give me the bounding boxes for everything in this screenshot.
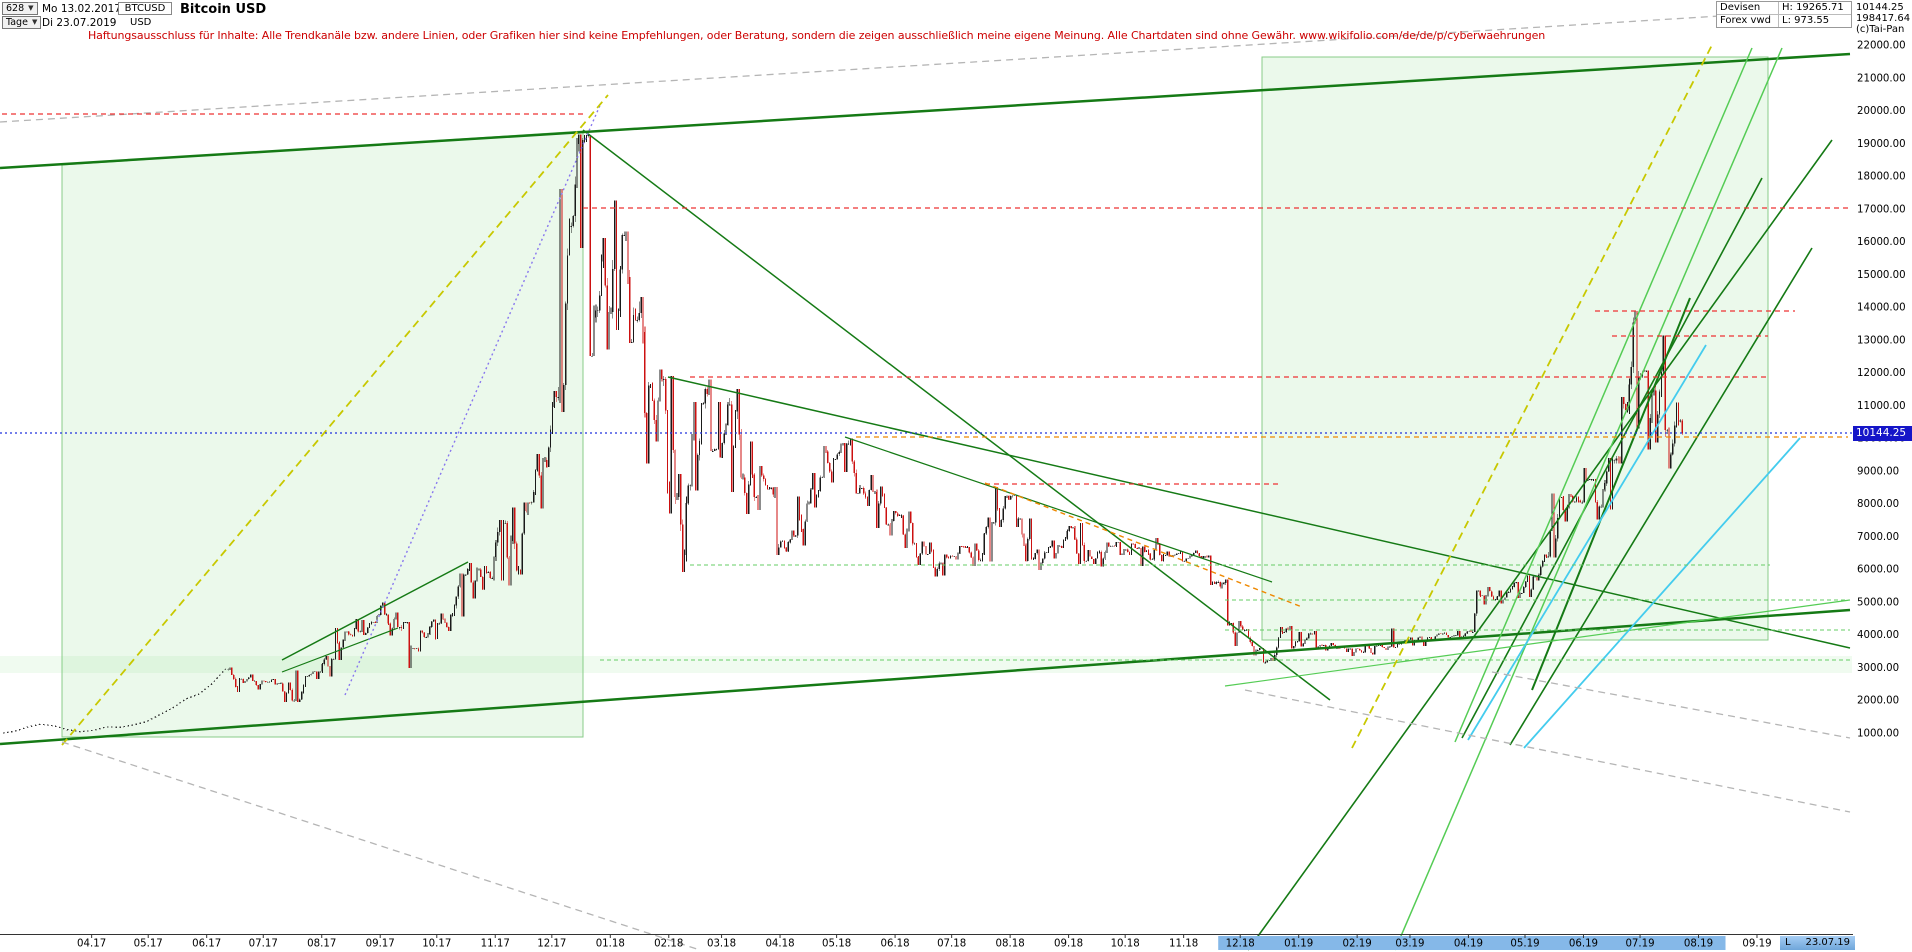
svg-text:04.17: 04.17 xyxy=(77,939,106,950)
svg-text:20000.00: 20000.00 xyxy=(1857,106,1906,117)
svg-text:05.18: 05.18 xyxy=(822,939,851,950)
svg-text:05.17: 05.17 xyxy=(134,939,163,950)
svg-text:8000.00: 8000.00 xyxy=(1857,499,1899,510)
svg-text:09.17: 09.17 xyxy=(366,939,395,950)
svg-text:15000.00: 15000.00 xyxy=(1857,270,1906,281)
period-dropdown[interactable]: Tage ▼ xyxy=(2,16,42,29)
svg-text:08.17: 08.17 xyxy=(307,939,336,950)
svg-text:22000.00: 22000.00 xyxy=(1857,41,1906,52)
svg-text:02.18: 02.18 xyxy=(654,939,683,950)
svg-text:03.19: 03.19 xyxy=(1395,939,1424,950)
chart-end-date: Di 23.07.2019 xyxy=(42,17,117,29)
svg-text:08.18: 08.18 xyxy=(996,939,1025,950)
svg-text:6000.00: 6000.00 xyxy=(1857,565,1899,576)
svg-text:08.19: 08.19 xyxy=(1684,939,1713,950)
last-date-value: 23.07.19 xyxy=(1805,937,1850,948)
disclaimer-text: Haftungsausschluss für Inhalte: Alle Tre… xyxy=(88,29,1546,42)
svg-text:07.18: 07.18 xyxy=(937,939,966,950)
svg-text:12.17: 12.17 xyxy=(537,939,566,950)
svg-text:03.18: 03.18 xyxy=(707,939,736,950)
svg-text:12000.00: 12000.00 xyxy=(1857,368,1906,379)
shaded-regions xyxy=(0,56,1852,738)
svg-text:06.18: 06.18 xyxy=(880,939,909,950)
currency-label: USD xyxy=(130,17,152,28)
trend-lines xyxy=(0,7,1853,951)
svg-text:7000.00: 7000.00 xyxy=(1857,532,1899,543)
session-low-label: L: 973.55 xyxy=(1782,15,1830,26)
chevron-down-icon: ▼ xyxy=(28,4,34,12)
svg-text:13000.00: 13000.00 xyxy=(1857,335,1906,346)
svg-text:5000.00: 5000.00 xyxy=(1857,597,1899,608)
quote-summary: 10144.25 198417.64 (c)Tai-Pan xyxy=(1856,2,1910,35)
svg-text:11.18: 11.18 xyxy=(1169,939,1198,950)
period-value: Tage xyxy=(6,17,28,28)
svg-text:9000.00: 9000.00 xyxy=(1857,466,1899,477)
svg-text:16000.00: 16000.00 xyxy=(1857,237,1906,248)
svg-text:07.17: 07.17 xyxy=(249,939,278,950)
market-label: Devisen xyxy=(1717,2,1779,14)
symbol-field[interactable]: BTCUSD xyxy=(118,2,172,15)
svg-text:09.18: 09.18 xyxy=(1054,939,1083,950)
svg-text:19000.00: 19000.00 xyxy=(1857,139,1906,150)
svg-text:06.17: 06.17 xyxy=(192,939,221,950)
svg-text:01.18: 01.18 xyxy=(596,939,625,950)
svg-text:04.18: 04.18 xyxy=(765,939,794,950)
instrument-title: Bitcoin USD xyxy=(180,2,267,17)
last-price-marker: 10144.25 xyxy=(1853,426,1912,441)
bar-count-dropdown[interactable]: 628 ▼ xyxy=(2,2,38,15)
y-axis-labels: 22000.00 21000.00 20000.00 19000.00 18000.00… xyxy=(1857,41,1906,740)
volume-value: 198417.64 xyxy=(1856,13,1911,24)
svg-text:05.19: 05.19 xyxy=(1510,939,1539,950)
data-source-label: Forex vwd xyxy=(1717,15,1779,27)
svg-text:4000.00: 4000.00 xyxy=(1857,630,1899,641)
svg-text:11000.00: 11000.00 xyxy=(1857,401,1906,412)
chart-start-date: Mo 13.02.2017 xyxy=(42,3,121,15)
x-axis-labels: 04.17 05.17 06.17 07.17 08.17 09.17 10.17 11.17… xyxy=(77,934,1772,950)
svg-text:09.19: 09.19 xyxy=(1742,939,1771,950)
copyright-label: (c)Tai-Pan xyxy=(1856,24,1905,35)
svg-text:06.19: 06.19 xyxy=(1569,939,1598,950)
svg-text:10.18: 10.18 xyxy=(1111,939,1140,950)
svg-text:10.17: 10.17 xyxy=(422,939,451,950)
bar-count-value: 628 xyxy=(6,3,25,14)
last-price-value: 10144.25 xyxy=(1856,2,1904,13)
svg-text:11.17: 11.17 xyxy=(481,939,510,950)
svg-text:04.19: 04.19 xyxy=(1454,939,1483,950)
chevron-down-icon: ▼ xyxy=(31,18,38,26)
svg-text:14000.00: 14000.00 xyxy=(1857,303,1906,314)
session-high-label: H: 19265.71 xyxy=(1782,2,1844,13)
svg-text:1000.00: 1000.00 xyxy=(1857,729,1899,740)
svg-text:18000.00: 18000.00 xyxy=(1857,172,1906,183)
svg-text:01.19: 01.19 xyxy=(1284,939,1313,950)
last-label-prefix: L xyxy=(1785,937,1791,948)
svg-text:17000.00: 17000.00 xyxy=(1857,204,1906,215)
last-date-marker: L 23.07.19 xyxy=(1780,936,1855,950)
x-axis-highlight xyxy=(1218,936,1726,950)
svg-text:02.19: 02.19 xyxy=(1343,939,1372,950)
svg-text:21000.00: 21000.00 xyxy=(1857,73,1906,84)
svg-text:12.18: 12.18 xyxy=(1226,939,1255,950)
svg-text:07.19: 07.19 xyxy=(1625,939,1654,950)
svg-text:2000.00: 2000.00 xyxy=(1857,696,1899,707)
quote-source-box: Devisen H: 19265.71 Forex vwd L: 973.55 xyxy=(1716,1,1852,28)
svg-text:3000.00: 3000.00 xyxy=(1857,663,1899,674)
